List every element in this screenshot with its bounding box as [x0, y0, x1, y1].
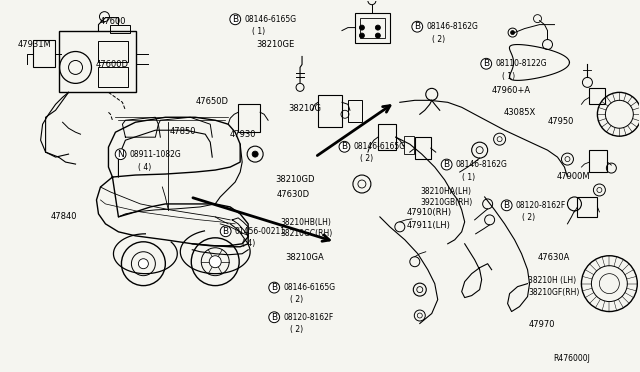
Text: 38210GC(RH): 38210GC(RH) [280, 229, 333, 238]
Circle shape [360, 33, 364, 38]
Circle shape [376, 25, 380, 30]
Bar [59, 31, 136, 92]
Text: 47960+A: 47960+A [491, 86, 531, 95]
Circle shape [138, 259, 148, 269]
Text: 38210GF(RH): 38210GF(RH) [528, 288, 580, 296]
Bar [99, 41, 129, 62]
Text: 38210H (LH): 38210H (LH) [528, 276, 576, 285]
Text: B: B [271, 313, 277, 322]
Text: B: B [223, 227, 228, 236]
Circle shape [511, 31, 515, 35]
Text: 47630A: 47630A [537, 253, 570, 263]
Text: 47931M: 47931M [18, 39, 52, 49]
Text: 47630D: 47630D [276, 190, 310, 199]
Text: 08146-6165G: 08146-6165G [244, 15, 296, 24]
Text: ( 2): ( 2) [522, 213, 535, 222]
Text: 08911-1082G: 08911-1082G [129, 150, 181, 159]
Circle shape [376, 33, 380, 38]
Text: N: N [117, 150, 124, 159]
Text: 47910(RH): 47910(RH) [406, 208, 451, 217]
Bar [348, 100, 362, 122]
Text: ( 4): ( 4) [242, 238, 255, 248]
Text: 08146-8162G: 08146-8162G [426, 22, 478, 31]
Text: 08146-6165G: 08146-6165G [353, 142, 406, 151]
Bar [577, 197, 597, 217]
Bar [415, 137, 431, 159]
Text: 38210GE: 38210GE [256, 39, 294, 49]
Bar [404, 136, 414, 154]
Text: ( 2): ( 2) [433, 35, 445, 44]
Text: ( 2): ( 2) [360, 154, 372, 164]
Text: B: B [444, 160, 450, 169]
Text: 08146-8162G: 08146-8162G [456, 160, 508, 169]
Text: B: B [504, 201, 509, 210]
Text: 38210HB(LH): 38210HB(LH) [280, 218, 332, 227]
Bar [378, 124, 396, 150]
Text: 47600D: 47600D [95, 60, 128, 69]
Circle shape [360, 25, 364, 30]
Text: 47970: 47970 [528, 320, 555, 329]
Text: 47600: 47600 [100, 17, 126, 26]
Text: 38210GD: 38210GD [275, 175, 315, 184]
Text: 43085X: 43085X [504, 108, 536, 117]
Text: 47650D: 47650D [195, 97, 228, 106]
Text: B: B [483, 59, 490, 68]
Bar [33, 39, 54, 67]
Text: ( 2): ( 2) [290, 325, 303, 334]
Text: 47930: 47930 [229, 131, 256, 140]
Bar [355, 13, 390, 42]
Text: 38210G: 38210G [288, 105, 321, 113]
Text: B: B [232, 15, 238, 24]
Text: B: B [271, 283, 277, 292]
Text: ( 2): ( 2) [290, 295, 303, 304]
Text: B: B [341, 142, 348, 151]
Text: 38210HA(LH): 38210HA(LH) [421, 187, 472, 196]
Bar [318, 95, 342, 127]
Bar [589, 89, 605, 104]
Text: 39210GB(RH): 39210GB(RH) [421, 198, 473, 207]
Text: R476000J: R476000J [553, 353, 590, 363]
Text: 08120-8162F: 08120-8162F [516, 201, 566, 210]
Text: B: B [414, 22, 420, 31]
Text: 01456-00211: 01456-00211 [235, 227, 285, 236]
Text: ( 1): ( 1) [252, 28, 265, 36]
Text: 47850: 47850 [170, 127, 196, 136]
Text: 08110-8122G: 08110-8122G [495, 59, 547, 68]
Text: 47950: 47950 [548, 117, 574, 126]
Bar [111, 25, 131, 33]
Circle shape [252, 151, 258, 157]
Text: 08146-6165G: 08146-6165G [283, 283, 335, 292]
Text: ( 4): ( 4) [138, 163, 151, 171]
Bar [238, 104, 260, 132]
Bar [589, 150, 607, 172]
Text: 47840: 47840 [51, 212, 77, 221]
Text: 47900M: 47900M [556, 172, 590, 181]
Circle shape [209, 256, 221, 268]
Bar [99, 67, 129, 87]
Bar [360, 17, 385, 38]
Text: 08120-8162F: 08120-8162F [283, 313, 333, 322]
Text: ( 1): ( 1) [502, 72, 515, 81]
Text: 38210GA: 38210GA [285, 253, 324, 262]
Text: ( 1): ( 1) [462, 173, 475, 182]
Text: 47911(LH): 47911(LH) [406, 221, 450, 230]
